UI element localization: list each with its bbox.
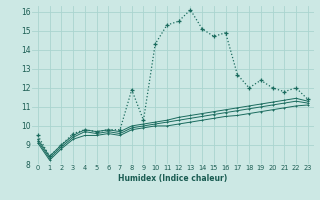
X-axis label: Humidex (Indice chaleur): Humidex (Indice chaleur) xyxy=(118,174,228,183)
